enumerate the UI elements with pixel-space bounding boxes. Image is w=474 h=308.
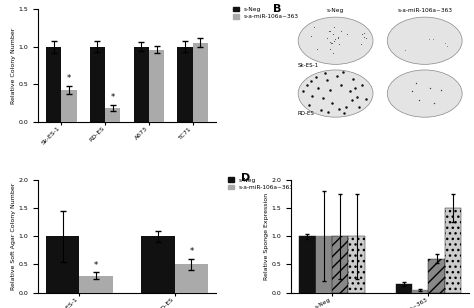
Bar [141, 236, 175, 293]
Bar [105, 108, 120, 122]
Circle shape [298, 70, 373, 117]
Legend: s-Neg, s-a-miR-106a~363: s-Neg, s-a-miR-106a~363 [228, 177, 293, 190]
Bar [61, 90, 77, 122]
Bar [412, 290, 428, 293]
Bar [134, 47, 149, 122]
Circle shape [387, 70, 462, 117]
Text: s-a-miR-106a~363: s-a-miR-106a~363 [397, 8, 452, 13]
Bar [90, 47, 105, 122]
Bar [46, 236, 79, 293]
Bar [348, 236, 365, 293]
Bar [46, 47, 61, 122]
Y-axis label: Relative Colony Number: Relative Colony Number [11, 27, 16, 104]
Text: s-Neg: s-Neg [327, 8, 344, 13]
Circle shape [298, 17, 373, 64]
Text: *: * [67, 75, 71, 83]
Text: B: B [273, 4, 282, 14]
Bar [445, 208, 461, 293]
Legend: s-Neg, s-a-miR-106a~363: s-Neg, s-a-miR-106a~363 [233, 6, 299, 19]
Text: D: D [241, 173, 250, 183]
Text: RD-ES: RD-ES [297, 111, 314, 116]
Bar [79, 276, 113, 293]
Bar [316, 236, 332, 293]
Bar [332, 236, 348, 293]
Bar [428, 259, 445, 293]
Bar [149, 50, 164, 122]
Text: *: * [94, 261, 98, 270]
Bar [299, 236, 316, 293]
Text: Sk-ES-1: Sk-ES-1 [297, 63, 319, 68]
Bar [193, 43, 208, 122]
Text: *: * [189, 247, 193, 256]
Circle shape [387, 17, 462, 64]
Bar [175, 265, 208, 293]
Y-axis label: Relative Sponge Expression: Relative Sponge Expression [264, 193, 269, 280]
Bar [177, 47, 193, 122]
Text: *: * [111, 93, 115, 102]
Bar [396, 284, 412, 293]
Y-axis label: Relative Soft Agar Colony Number: Relative Soft Agar Colony Number [10, 183, 16, 290]
